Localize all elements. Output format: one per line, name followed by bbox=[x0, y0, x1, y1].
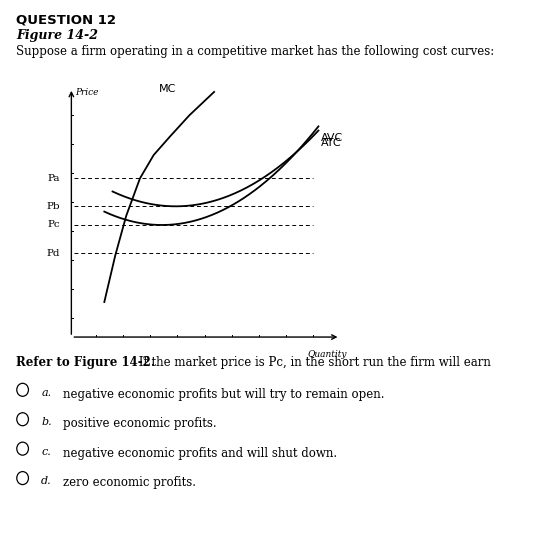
Text: a.: a. bbox=[41, 388, 51, 398]
Text: Refer to Figure 14-2.: Refer to Figure 14-2. bbox=[16, 356, 155, 369]
Text: MC: MC bbox=[159, 84, 177, 94]
Text: positive economic profits.: positive economic profits. bbox=[63, 417, 217, 430]
Text: negative economic profits and will shut down.: negative economic profits and will shut … bbox=[63, 447, 337, 460]
Text: d.: d. bbox=[41, 476, 52, 486]
Text: c.: c. bbox=[41, 447, 51, 457]
Text: If the market price is Pc, in the short run the firm will earn: If the market price is Pc, in the short … bbox=[135, 356, 490, 369]
Text: QUESTION 12: QUESTION 12 bbox=[16, 13, 116, 26]
Text: Pd: Pd bbox=[47, 248, 60, 257]
Text: ATC: ATC bbox=[321, 137, 342, 148]
Text: Quantity: Quantity bbox=[307, 350, 347, 359]
Text: Figure 14-2: Figure 14-2 bbox=[16, 29, 98, 42]
Text: negative economic profits but will try to remain open.: negative economic profits but will try t… bbox=[63, 388, 385, 401]
Text: Suppose a firm operating in a competitive market has the following cost curves:: Suppose a firm operating in a competitiv… bbox=[16, 45, 495, 58]
Text: b.: b. bbox=[41, 417, 52, 427]
Text: Pc: Pc bbox=[48, 220, 60, 230]
Text: Pa: Pa bbox=[48, 174, 60, 183]
Text: Price: Price bbox=[76, 88, 99, 97]
Text: AVC: AVC bbox=[321, 133, 344, 143]
Text: zero economic profits.: zero economic profits. bbox=[63, 476, 196, 489]
Text: Pb: Pb bbox=[47, 202, 60, 211]
